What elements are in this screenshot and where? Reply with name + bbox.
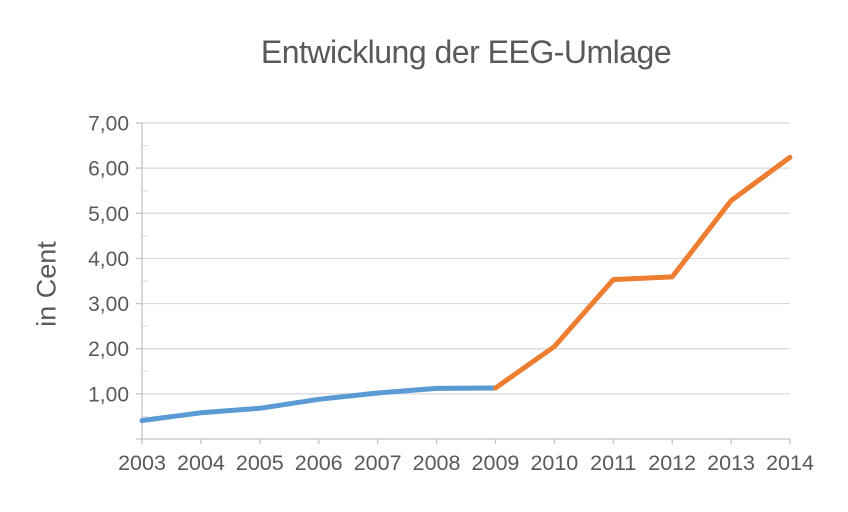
x-tick-label: 2008 [413, 451, 461, 475]
chart-title: Entwicklung der EEG-Umlage [260, 34, 672, 70]
x-tick-label: 2011 [590, 451, 636, 475]
x-tick-label: 2012 [648, 451, 696, 475]
data-series-line [493, 154, 793, 391]
y-tick-label: 1,00 [88, 383, 129, 406]
x-tick-label: 2005 [236, 451, 284, 475]
x-tick-label: 2004 [177, 451, 225, 475]
y-tick-label: 4,00 [88, 248, 129, 271]
data-series-line [139, 385, 498, 423]
x-tick-label: 2014 [766, 451, 814, 475]
x-tick-label: 2006 [295, 451, 343, 475]
x-tick-label: 2013 [707, 451, 755, 475]
y-tick-label: 2,00 [88, 338, 129, 361]
x-tick-label: 2010 [530, 451, 578, 475]
x-tick-label: 2007 [354, 451, 402, 475]
y-tick-label: 7,00 [88, 113, 129, 136]
y-tick-label: 6,00 [88, 158, 129, 181]
y-tick-label: 3,00 [88, 293, 129, 316]
y-tick-label: 5,00 [88, 203, 129, 226]
x-tick-label: 2009 [472, 451, 520, 475]
x-tick-label: 2003 [118, 451, 166, 475]
